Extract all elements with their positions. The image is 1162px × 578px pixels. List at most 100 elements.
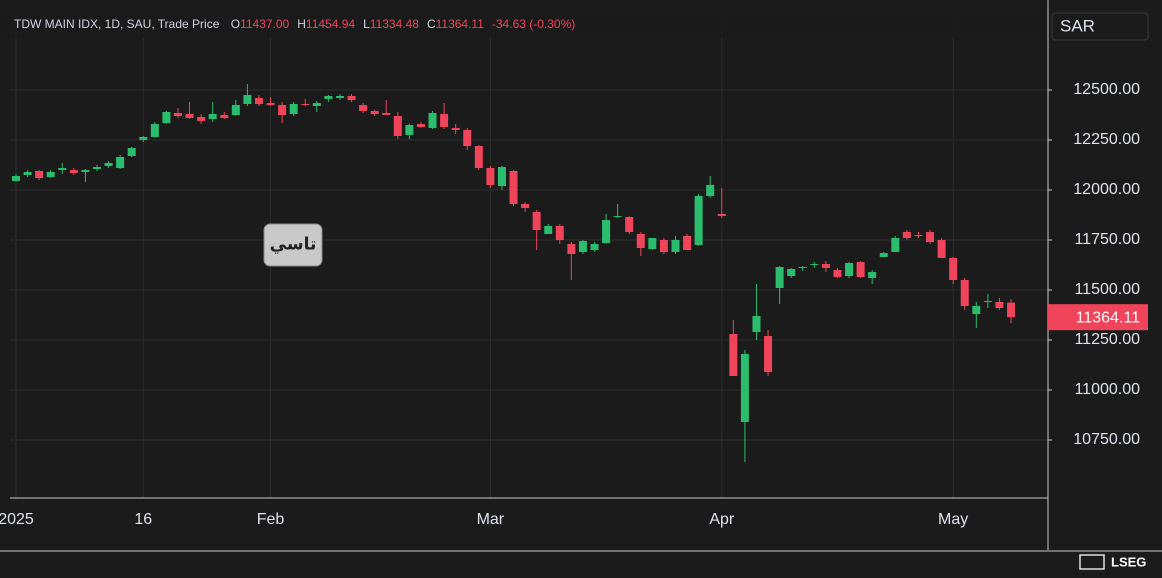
header: TDW MAIN IDX, 1D, SAU, Trade Price O1143… [14,17,575,31]
candle-body [35,171,44,178]
candle-body [613,216,622,217]
logo-icon [1079,554,1105,570]
candle-body [301,104,310,105]
y-tick-label: 11000.00 [1074,381,1140,398]
candles [12,84,1016,462]
grid [10,10,1048,498]
y-tick-label: 10750.00 [1073,431,1140,448]
candle-body [46,172,55,177]
ohlc-value: 11364.11 [436,17,485,31]
candle-body [116,157,125,168]
change: -34.63 (-0.30%) [492,17,575,31]
candle-body [775,267,784,288]
candle-body [555,226,564,240]
candle-body [69,170,78,173]
candle-body [92,167,101,169]
candle-body [983,301,992,302]
candle-body [740,354,749,422]
candle-body [324,96,333,99]
candle-body [752,316,761,332]
candle-body [879,253,888,257]
candle-body [289,104,298,114]
candle-body [497,167,506,186]
candle-body [382,113,391,115]
candle-body [648,238,657,249]
candle-body [312,103,321,106]
candle-body [578,241,587,252]
last-price: 11364.11 [1048,304,1148,331]
candle-body [602,220,611,243]
candle-body [359,105,368,111]
candle-body [474,146,483,168]
candle-body [845,263,854,276]
candle-body [636,234,645,248]
ohlc-key: L [363,17,370,31]
candle-body [521,204,530,208]
candle-body [821,264,830,268]
ohlc-key: H [297,17,306,31]
candle-body [706,185,715,196]
candle-body [266,103,275,105]
candle-body [416,124,425,127]
y-tick-label: 11250.00 [1074,331,1140,348]
y-tick-label: 12250.00 [1073,131,1140,148]
candle-body [509,171,518,204]
candle-body [347,96,356,100]
x-tick-label: 16 [134,511,152,528]
x-tick-label: 2025 [0,511,34,528]
candle-body [393,116,402,136]
candle-body [58,168,67,170]
candle-body [764,336,773,372]
header-bg [0,10,1046,38]
candle-body [12,176,20,181]
candle-body [625,217,634,232]
ohlc-key: O [231,17,240,31]
candle-body [428,113,437,128]
candle-body [659,240,668,252]
candle-body [162,112,171,123]
candle-body [173,113,182,116]
y-tick-label: 12500.00 [1073,81,1140,98]
candle-body [208,114,217,119]
candle-body [254,98,263,104]
candle-body [995,302,1004,308]
candle-body [197,117,206,121]
candle-body [590,244,599,250]
candle-body [937,240,946,258]
candle-body [127,148,136,156]
ohlc-value: 11454.94 [306,17,355,31]
candle-body [104,163,113,166]
candle-body [532,212,541,230]
y-tick-label: 11750.00 [1074,231,1140,248]
candle-body [717,214,726,216]
candle-body [949,258,958,280]
ohlc-key: C [427,17,436,31]
candle-body [671,240,680,252]
candle-body [81,170,90,172]
candle-body [231,105,240,115]
symbol: TDW MAIN IDX, 1D, SAU, Trade Price [14,17,220,31]
candle-body [243,95,252,104]
candle-body [185,114,194,118]
candle-body [335,96,344,98]
candle-body [486,168,495,185]
y-axis: 10750.00 11000.00 11250.00 11500.00 11750.00… [1048,81,1140,448]
candle-body [810,264,819,265]
y-tick-label: 11500.00 [1074,281,1140,298]
candle-body [868,272,877,278]
candle-body [278,105,287,115]
last-price-label: 11364.11 [1076,309,1140,326]
footer-text: LSEG [1111,554,1146,569]
candle-body [694,196,703,245]
candle-body [544,226,553,234]
candle-body [798,267,807,268]
footer-logo: LSEG [1079,554,1146,570]
candle-body [440,114,449,127]
annotation-box [263,223,323,267]
currency: SAR [1060,16,1095,35]
candle-body [451,128,460,130]
candle-body [139,137,148,140]
currency-box[interactable] [1051,12,1149,41]
